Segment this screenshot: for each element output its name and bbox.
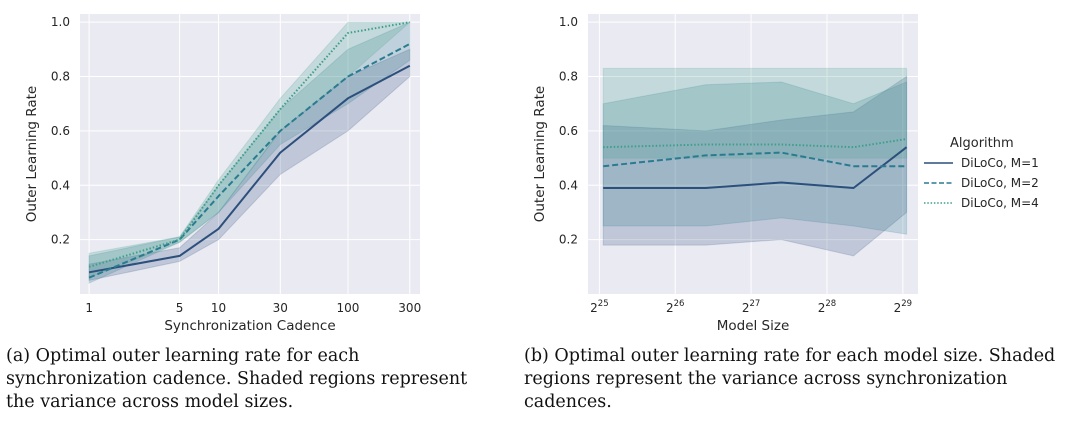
- x-tick-label: 228: [818, 299, 836, 315]
- series-line-m1: [603, 146, 908, 189]
- band-m1: [88, 48, 411, 282]
- chart-panel-b: 225 226 227 228 229 0.2 0.4 0.6 0.8 1.0 Model Size…: [532, 14, 918, 334]
- x-tick-label: 1: [85, 301, 93, 315]
- band-m1: [602, 75, 908, 257]
- legend-label-m2: DiLoCo, M=2: [961, 176, 1039, 190]
- y-tick-label: 0.2: [559, 233, 578, 247]
- y-tick-label: 0.4: [51, 178, 70, 192]
- y-tick-label: 0.2: [51, 233, 70, 247]
- y-tick-label: 0.6: [51, 124, 70, 138]
- plot-area-b: [588, 14, 918, 294]
- x-tick-label: 30: [273, 301, 288, 315]
- legend: Algorithm DiLoCo, M=1 DiLoCo, M=2 DiLoCo…: [924, 136, 1039, 210]
- x-axis-label: Model Size: [717, 318, 790, 334]
- series-line-m1: [88, 64, 411, 274]
- x-tick-label: 227: [742, 299, 760, 315]
- x-tick-label: 10: [211, 301, 226, 315]
- caption-b: (b) Optimal outer learning rate for each…: [524, 346, 1056, 412]
- y-axis-label: Outer Learning Rate: [532, 86, 548, 222]
- caption-a: (a) Optimal outer learning rate for each…: [6, 346, 468, 412]
- x-tick-label: 225: [590, 299, 608, 315]
- x-tick-label: 100: [337, 301, 360, 315]
- legend-label-m4: DiLoCo, M=4: [961, 196, 1039, 210]
- y-tick-label: 0.6: [559, 124, 578, 138]
- y-tick-label: 0.8: [559, 70, 578, 84]
- y-tick-label: 0.4: [559, 178, 578, 192]
- y-tick-label: 1.0: [51, 15, 70, 29]
- series-line-m2: [603, 151, 907, 168]
- legend-title: Algorithm: [950, 136, 1014, 151]
- x-tick-label: 5: [176, 301, 184, 315]
- legend-label-m1: DiLoCo, M=1: [961, 156, 1039, 170]
- figure-canvas: 1 5 10 30 100 300 0.2 0.4 0.6 0.8 1.0 Synchronizati…: [24, 14, 1039, 334]
- x-axis-label: Synchronization Cadence: [164, 318, 335, 334]
- x-tick-label: 226: [666, 299, 684, 315]
- plot-area-a: [80, 14, 420, 294]
- x-tick-label: 300: [398, 301, 421, 315]
- x-tick-label: 229: [894, 299, 912, 315]
- y-tick-label: 1.0: [559, 15, 578, 29]
- series-line-m4: [88, 21, 410, 268]
- y-axis-label: Outer Learning Rate: [24, 86, 40, 222]
- y-tick-label: 0.8: [51, 70, 70, 84]
- chart-panel-a: 1 5 10 30 100 300 0.2 0.4 0.6 0.8 1.0 Synchronizati…: [24, 14, 421, 334]
- series-line-m2: [88, 43, 411, 279]
- band-m4: [88, 21, 412, 279]
- band-m2: [602, 81, 908, 235]
